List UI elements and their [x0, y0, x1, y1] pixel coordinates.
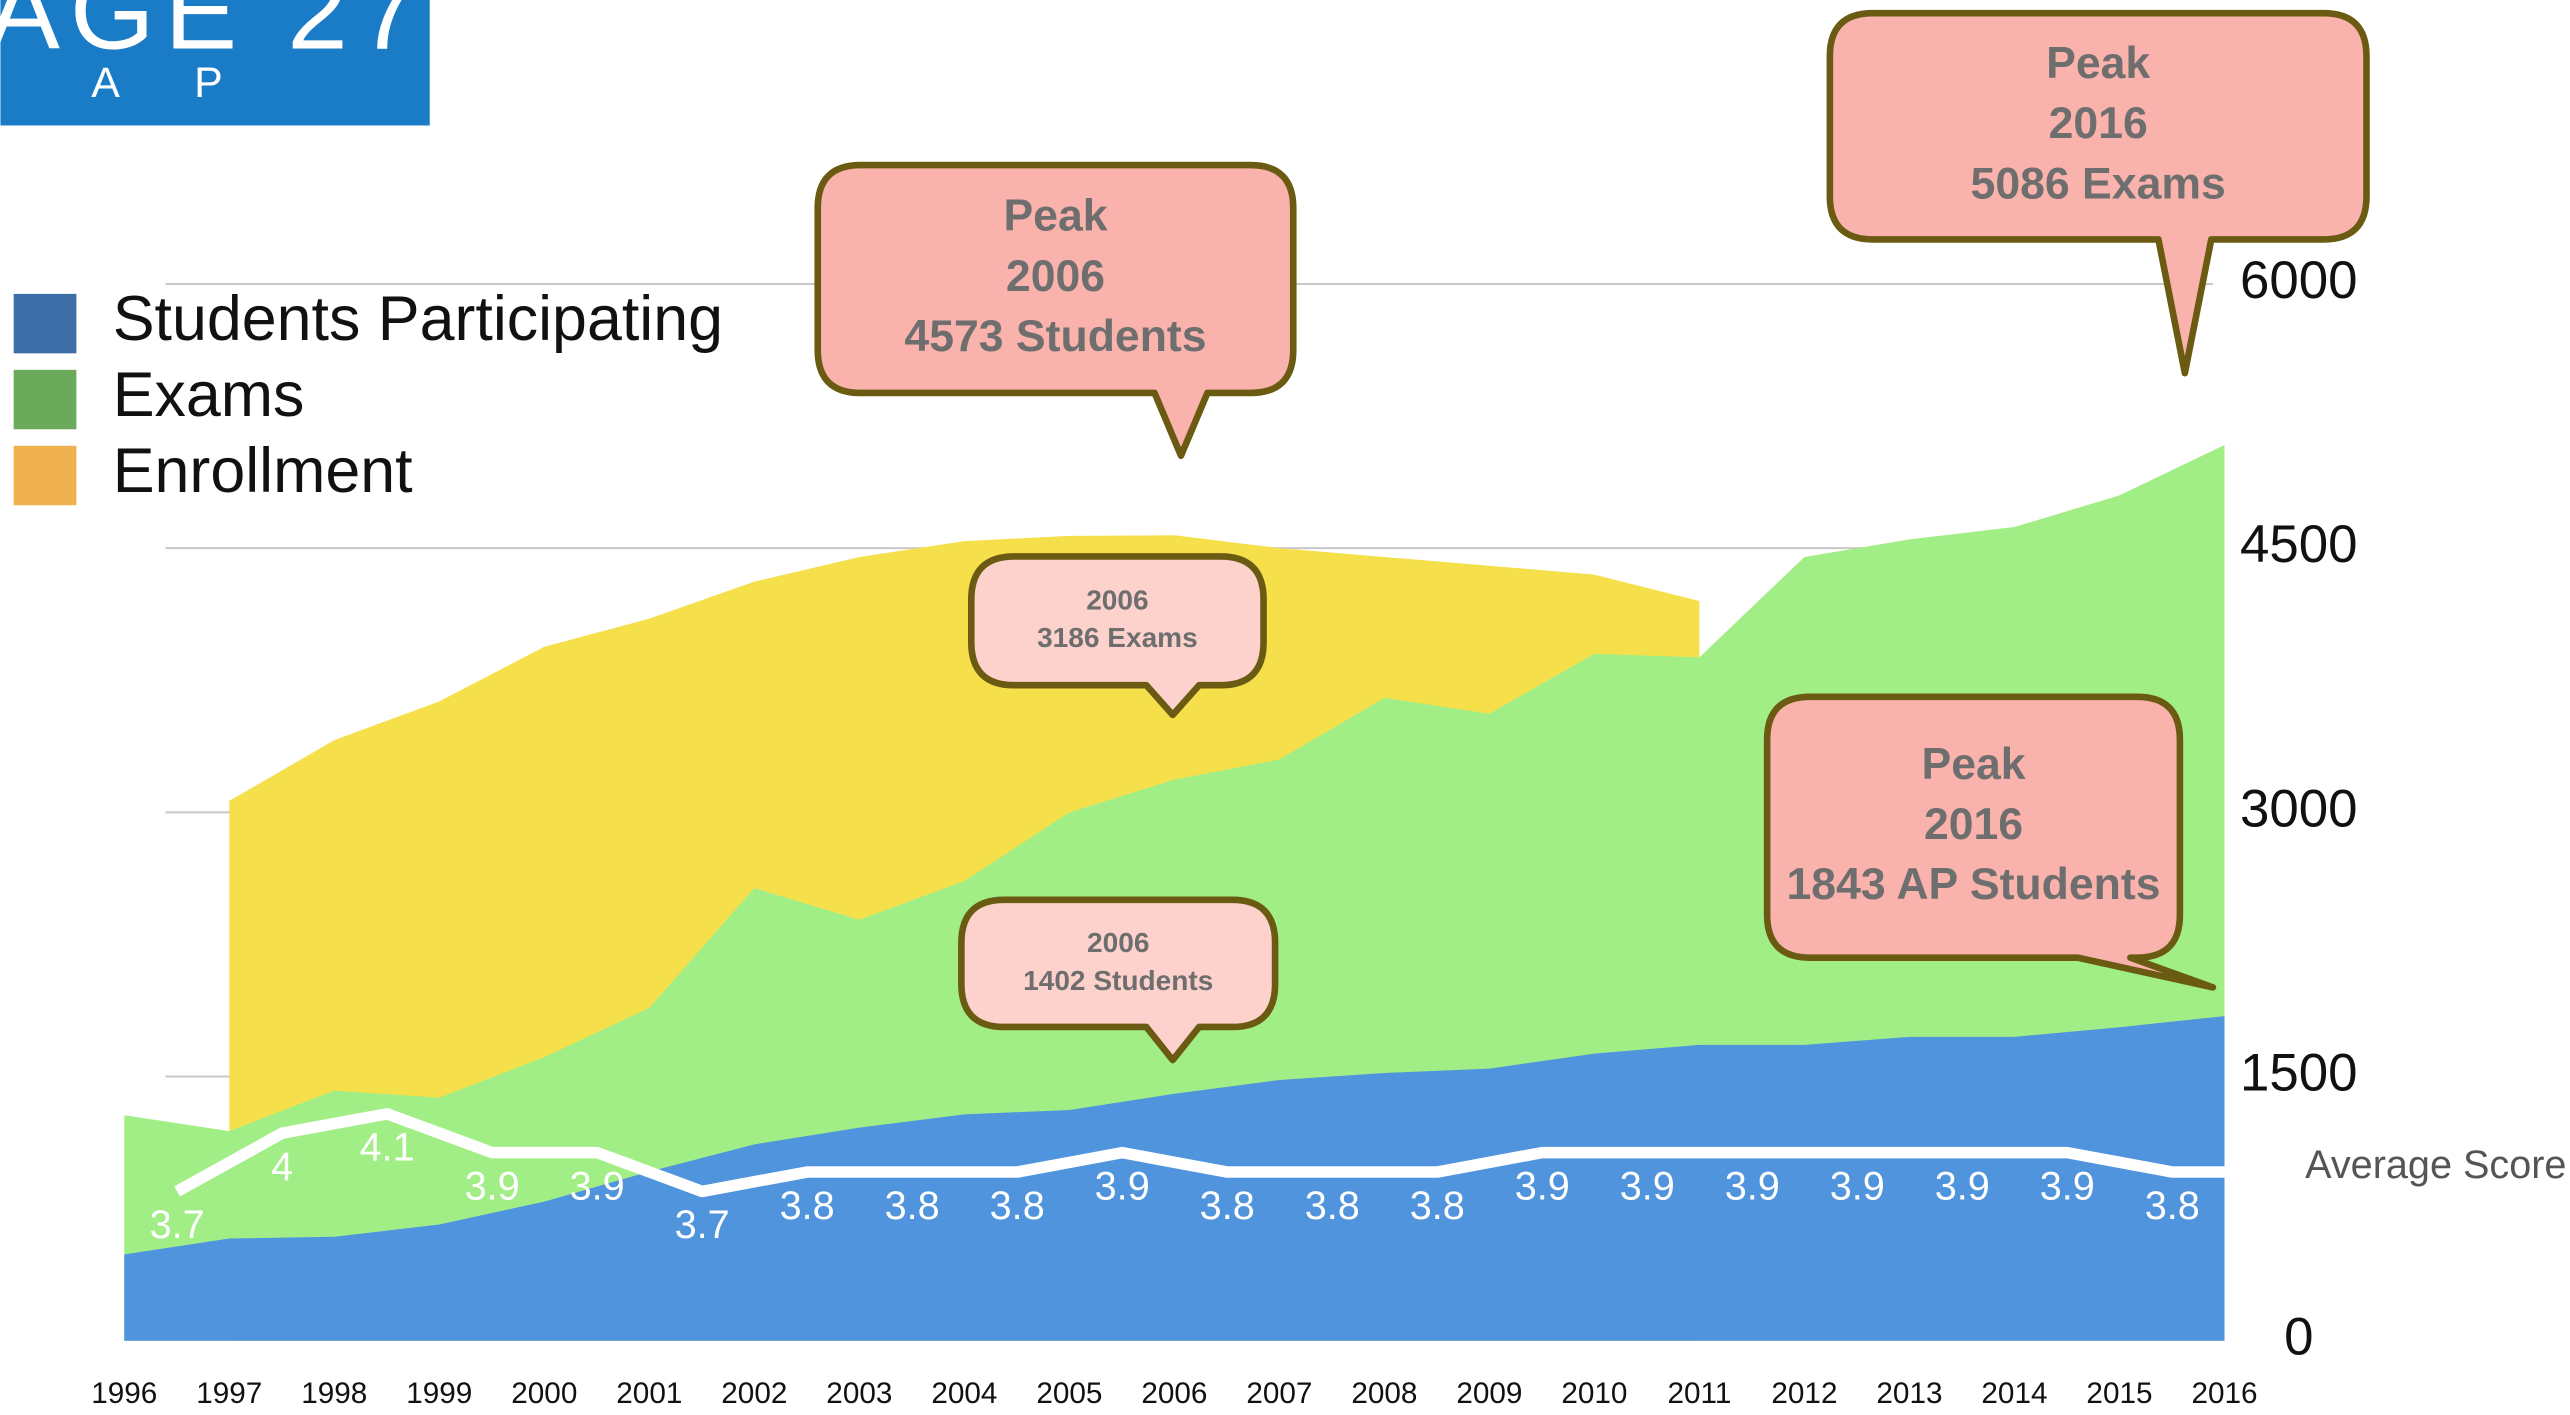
data-label: 3.8: [2145, 1184, 2200, 1228]
area: [124, 1016, 2225, 1341]
callout-text: Peak: [1003, 192, 1107, 241]
legend-swatch: [13, 445, 77, 506]
callout-text: 3186 Exams: [1037, 622, 1198, 653]
x-tick-label: 2008: [1351, 1377, 1417, 1410]
callout: [1763, 693, 2217, 991]
x-tick-label: 2009: [1456, 1377, 1522, 1410]
y-tick-label: 6000: [2240, 251, 2358, 310]
data-label: 3.9: [1725, 1164, 1780, 1208]
data-label: 4: [271, 1145, 293, 1189]
data-label: 3.7: [675, 1203, 730, 1247]
x-tick-label: 1998: [301, 1377, 367, 1410]
x-tick-label: 2014: [1981, 1377, 2047, 1410]
callout-text: 4573 Students: [904, 312, 1206, 361]
banner-title: AGE 27: [0, 0, 428, 73]
callout-text: 2016: [1924, 800, 2023, 849]
data-label: 3.7: [150, 1203, 205, 1247]
data-label: 3.9: [1095, 1164, 1150, 1208]
callout: [967, 553, 1267, 719]
legend-swatch: [13, 369, 77, 430]
y-tick-label: 4500: [2240, 515, 2358, 574]
x-tick-label: 2010: [1561, 1377, 1627, 1410]
callout: [814, 161, 1297, 460]
callout-text: 5086 Exams: [1971, 159, 2226, 208]
callout-text: 2006: [1006, 252, 1105, 301]
x-tick-label: 2013: [1876, 1377, 1942, 1410]
x-tick-label: 2005: [1036, 1377, 1102, 1410]
legend-label: Students Participating: [113, 284, 723, 354]
data-label: 3.9: [2040, 1164, 2095, 1208]
y-tick-label: 0: [2284, 1308, 2313, 1367]
x-tick-label: 2015: [2086, 1377, 2152, 1410]
data-label: 3.8: [2250, 1184, 2305, 1228]
x-tick-label: 2000: [511, 1377, 577, 1410]
data-label: 3.8: [885, 1184, 940, 1228]
callout: [958, 896, 1279, 1064]
y-tick-label: 1500: [2240, 1043, 2358, 1102]
callout-text: 1402 Students: [1023, 965, 1213, 996]
data-label: 3.9: [1620, 1164, 1675, 1208]
data-label: 3.8: [1200, 1184, 1255, 1228]
callout-text: Peak: [2046, 39, 2150, 88]
banner: [0, 0, 430, 126]
data-label: 4.1: [360, 1126, 415, 1170]
callout: [1826, 9, 2370, 377]
callout-text: 1843 AP Students: [1787, 860, 2161, 909]
x-tick-label: 1999: [406, 1377, 472, 1410]
x-tick-label: 2016: [2191, 1377, 2257, 1410]
legend-label: Enrollment: [113, 436, 413, 506]
callout-text: 2006: [1086, 584, 1148, 615]
x-tick-label: 2004: [931, 1377, 997, 1410]
x-tick-label: 2003: [826, 1377, 892, 1410]
legend-label: Exams: [113, 360, 305, 430]
x-tick-label: 2007: [1246, 1377, 1312, 1410]
x-tick-label: 1997: [196, 1377, 262, 1410]
y2-axis-label: Average Score: [2305, 1143, 2566, 1187]
data-label: 3.8: [1410, 1184, 1465, 1228]
y-tick-label: 3000: [2240, 779, 2358, 838]
legend-swatch: [13, 293, 77, 354]
data-label: 3.9: [1515, 1164, 1570, 1208]
x-tick-label: 2001: [616, 1377, 682, 1410]
data-label: 3.9: [465, 1164, 520, 1208]
x-tick-label: 2012: [1771, 1377, 1837, 1410]
data-label: 3.8: [1305, 1184, 1360, 1228]
data-label: 3.8: [780, 1184, 835, 1228]
x-tick-label: 2002: [721, 1377, 787, 1410]
data-label: 3.9: [570, 1164, 625, 1208]
callout-text: 2006: [1087, 927, 1149, 958]
x-tick-label: 2006: [1141, 1377, 1207, 1410]
data-label: 3.9: [1830, 1164, 1885, 1208]
x-tick-label: 2011: [1667, 1377, 1731, 1410]
x-tick-label: 1996: [91, 1377, 157, 1410]
score-line: [174, 1108, 2278, 1198]
data-label: 3.8: [990, 1184, 1045, 1228]
data-label: 3.9: [1935, 1164, 1990, 1208]
callout-text: Peak: [1921, 740, 2025, 789]
callout-text: 2016: [2049, 99, 2148, 148]
banner-subtitle: AP: [91, 59, 297, 107]
